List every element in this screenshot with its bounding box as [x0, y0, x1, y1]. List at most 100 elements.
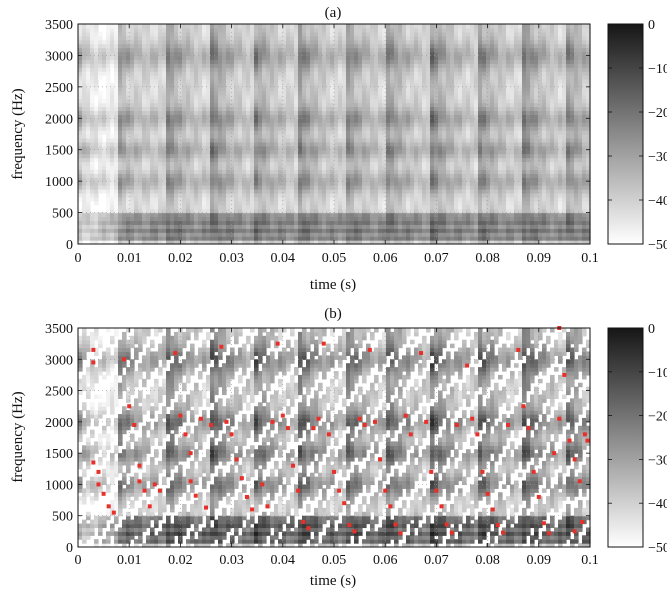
- heatmap-cell: [402, 181, 407, 186]
- heatmap-cell: [302, 165, 307, 170]
- heatmap-cell: [270, 165, 275, 170]
- heatmap-cell: [318, 86, 323, 92]
- heatmap-cell: [262, 63, 267, 68]
- heatmap-cell: [378, 126, 383, 131]
- heatmap-cell: [86, 94, 91, 100]
- heatmap-cell: [338, 145, 343, 151]
- heatmap-cell: [346, 169, 351, 174]
- heatmap-cell: [146, 181, 151, 186]
- heatmap-cell: [406, 43, 411, 49]
- heatmap-cell: [342, 232, 347, 237]
- heatmap-cell: [346, 141, 351, 147]
- heatmap-cell: [170, 63, 175, 68]
- heatmap-cell: [174, 126, 179, 131]
- heatmap-cell: [386, 51, 391, 57]
- heatmap-cell: [290, 71, 295, 76]
- heatmap-cell: [338, 204, 343, 210]
- heatmap-cell: [122, 24, 127, 29]
- heatmap-cell: [270, 59, 275, 64]
- heatmap-cell: [194, 43, 199, 49]
- heatmap-cell: [102, 67, 107, 72]
- heatmap-cell: [322, 220, 327, 225]
- heatmap-cell: [398, 24, 403, 29]
- heatmap-cell: [262, 145, 267, 151]
- heatmap-cell: [210, 82, 215, 88]
- heatmap-cell: [190, 196, 195, 202]
- heatmap-cell: [214, 79, 219, 84]
- heatmap-cell: [150, 118, 155, 123]
- heatmap-cell: [238, 51, 243, 57]
- heatmap-cell: [334, 94, 339, 100]
- heatmap-cell: [422, 86, 427, 92]
- heatmap-cell: [154, 196, 159, 202]
- heatmap-cell: [222, 185, 227, 190]
- heatmap-cell: [362, 169, 367, 174]
- heatmap-cell: [190, 216, 195, 222]
- heatmap-cell: [98, 153, 103, 159]
- heatmap-cell: [418, 75, 423, 80]
- heatmap-cell: [278, 145, 283, 151]
- heatmap-cell: [402, 145, 407, 151]
- heatmap-cell: [94, 224, 99, 229]
- heatmap-cell: [362, 216, 367, 222]
- heatmap-cell: [238, 75, 243, 80]
- heatmap-cell: [198, 204, 203, 210]
- heatmap-cell: [382, 51, 387, 57]
- heatmap-cell: [402, 204, 407, 210]
- heatmap-cell: [122, 55, 127, 60]
- heatmap-cell: [350, 86, 355, 92]
- heatmap-cell: [370, 71, 375, 76]
- heatmap-cell: [150, 200, 155, 206]
- heatmap-cell: [130, 208, 135, 214]
- heatmap-cell: [114, 59, 119, 64]
- heatmap-cell: [310, 75, 315, 80]
- heatmap-cell: [294, 114, 299, 119]
- heatmap-cell: [170, 236, 175, 241]
- heatmap-cell: [230, 86, 235, 92]
- heatmap-cell: [114, 43, 119, 49]
- heatmap-cell: [114, 98, 119, 104]
- heatmap-cell: [102, 71, 107, 76]
- heatmap-cell: [198, 141, 203, 147]
- heatmap-cell: [254, 86, 259, 92]
- heatmap-cell: [122, 240, 127, 245]
- heatmap-cell: [166, 90, 171, 96]
- heatmap-cell: [254, 228, 259, 233]
- heatmap-cell: [102, 126, 107, 131]
- heatmap-cell: [154, 204, 159, 210]
- heatmap-cell: [238, 200, 243, 206]
- heatmap-cell: [250, 204, 255, 210]
- heatmap-cell: [118, 102, 123, 108]
- heatmap-cell: [330, 90, 335, 96]
- heatmap-cell: [406, 106, 411, 112]
- heatmap-cell: [218, 189, 223, 194]
- heatmap-cell: [182, 236, 187, 241]
- heatmap-cell: [398, 189, 403, 194]
- heatmap-cell: [122, 228, 127, 233]
- heatmap-cell: [238, 173, 243, 178]
- heatmap-cell: [422, 106, 427, 112]
- heatmap-cell: [302, 232, 307, 237]
- heatmap-cell: [82, 173, 87, 178]
- heatmap-cell: [406, 208, 411, 214]
- heatmap-cell: [194, 63, 199, 68]
- heatmap-cell: [326, 51, 331, 57]
- heatmap-cell: [418, 185, 423, 190]
- heatmap-cell: [274, 224, 279, 229]
- heatmap-cell: [246, 204, 251, 210]
- heatmap-cell: [134, 220, 139, 225]
- heatmap-cell: [186, 169, 191, 174]
- heatmap-cell: [174, 189, 179, 194]
- heatmap-cell: [246, 27, 251, 33]
- heatmap-cell: [386, 110, 391, 115]
- heatmap-cell: [202, 35, 207, 41]
- heatmap-cell: [334, 27, 339, 33]
- heatmap-cell: [398, 27, 403, 33]
- heatmap-cell: [114, 134, 119, 139]
- heatmap-cell: [354, 200, 359, 206]
- heatmap-cell: [158, 161, 163, 167]
- heatmap-cell: [378, 141, 383, 147]
- heatmap-cell: [410, 122, 415, 127]
- heatmap-cell: [206, 67, 211, 72]
- heatmap-cell: [198, 228, 203, 233]
